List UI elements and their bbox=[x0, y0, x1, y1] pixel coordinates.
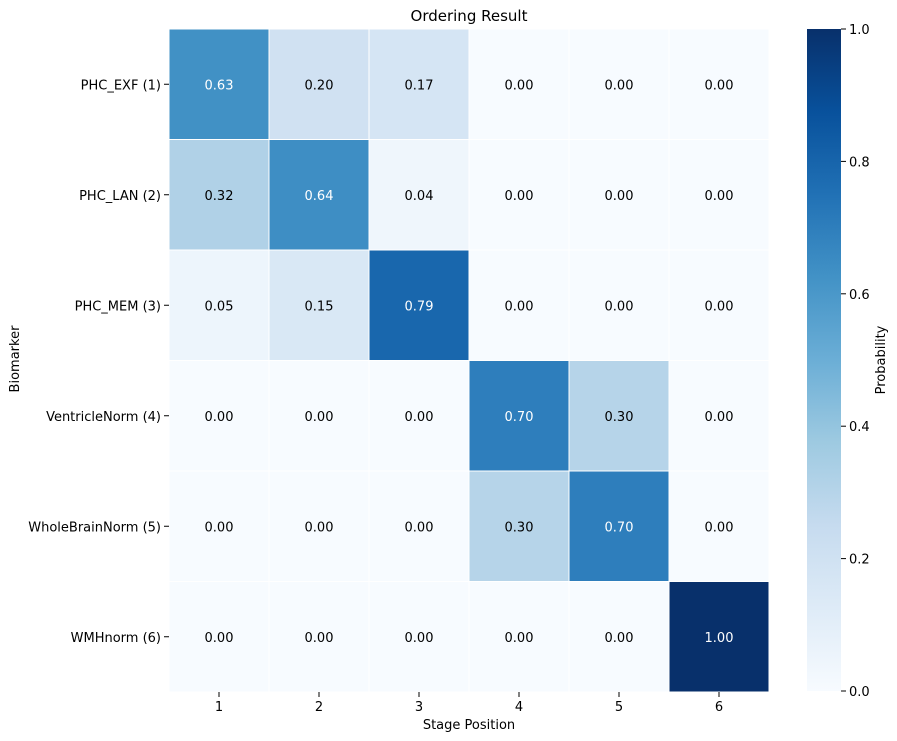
y-axis-ticks: PHC_EXF (1) PHC_LAN (2) PHC_MEM (3) Ventric… bbox=[28, 78, 169, 646]
heatmap-cell-r1-c6 bbox=[668, 28, 770, 140]
cell-value-label-r3-c5: 0.00 bbox=[605, 299, 634, 314]
cell-value-label-r4-c5: 0.30 bbox=[605, 410, 634, 425]
colorbar-tick-label-2: 0.2 bbox=[849, 553, 870, 568]
cell-value-label-r4-c6: 0.00 bbox=[705, 410, 734, 425]
heatmap-cell-r3-c2 bbox=[268, 249, 370, 361]
colorbar-ticks: 0.0 0.2 0.4 0.6 0.8 1.0 bbox=[841, 23, 870, 700]
cell-value-label-r1-c5: 0.00 bbox=[605, 78, 634, 93]
heatmap-cell-r1-c1 bbox=[168, 28, 270, 140]
heatmap-cell-r4-c6 bbox=[668, 360, 770, 472]
cell-value-label-r5-c4: 0.30 bbox=[505, 520, 534, 535]
heatmap-cell-r3-c1 bbox=[168, 249, 270, 361]
cell-value-label-r1-c3: 0.17 bbox=[405, 78, 434, 93]
y-tick-label-1: PHC_EXF (1) bbox=[81, 78, 161, 93]
heatmap-cell-r5-c5 bbox=[568, 470, 670, 582]
y-tick-label-5: WholeBrainNorm (5) bbox=[28, 520, 161, 535]
heatmap-cell-r5-c6 bbox=[668, 470, 770, 582]
y-tick-label-2: PHC_LAN (2) bbox=[79, 189, 161, 204]
cell-value-label-r3-c4: 0.00 bbox=[505, 299, 534, 314]
heatmap-cell-r5-c1 bbox=[168, 470, 270, 582]
cell-value-label-r5-c5: 0.70 bbox=[605, 520, 634, 535]
cell-value-label-r4-c1: 0.00 bbox=[205, 410, 234, 425]
heatmap-cell-r5-c4 bbox=[468, 470, 570, 582]
heatmap-cell-r3-c3 bbox=[368, 249, 470, 361]
colorbar-label: Probability bbox=[874, 325, 889, 394]
heatmap-cell-r3-c6 bbox=[668, 249, 770, 361]
heatmap-cell-r2-c2 bbox=[268, 139, 370, 251]
heatmap-cell-r1-c4 bbox=[468, 28, 570, 140]
heatmap-cell-r4-c2 bbox=[268, 360, 370, 472]
cell-value-label-r2-c4: 0.00 bbox=[505, 189, 534, 204]
heatmap-cell-r5-c3 bbox=[368, 470, 470, 582]
cell-value-label-r4-c3: 0.00 bbox=[405, 410, 434, 425]
cell-value-label-r3-c1: 0.05 bbox=[205, 299, 234, 314]
heatmap-cell-r1-c2 bbox=[268, 28, 370, 140]
heatmap-cell-r2-c4 bbox=[468, 139, 570, 251]
heatmap-cell-r3-c4 bbox=[468, 249, 570, 361]
chart-title: Ordering Result bbox=[411, 7, 528, 25]
cell-value-label-r3-c2: 0.15 bbox=[305, 299, 334, 314]
heatmap-cell-r4-c5 bbox=[568, 360, 670, 472]
y-tick-label-6: WMHnorm (6) bbox=[71, 631, 161, 646]
cell-value-label-r6-c1: 0.00 bbox=[205, 631, 234, 646]
cell-value-label-r1-c1: 0.63 bbox=[205, 78, 234, 93]
cell-value-label-r4-c2: 0.00 bbox=[305, 410, 334, 425]
heatmap-cell-r4-c1 bbox=[168, 360, 270, 472]
cell-value-label-r1-c2: 0.20 bbox=[305, 78, 334, 93]
x-tick-label-5: 5 bbox=[615, 700, 623, 715]
cell-value-label-r4-c4: 0.70 bbox=[505, 410, 534, 425]
x-tick-label-3: 3 bbox=[415, 700, 423, 715]
cell-value-label-r6-c6: 1.00 bbox=[705, 631, 734, 646]
cell-value-label-r3-c3: 0.79 bbox=[405, 299, 434, 314]
y-axis-label: Biomarker bbox=[8, 325, 23, 393]
cell-value-label-r2-c6: 0.00 bbox=[705, 189, 734, 204]
cell-value-label-r1-c6: 0.00 bbox=[705, 78, 734, 93]
cell-value-label-r6-c5: 0.00 bbox=[605, 631, 634, 646]
colorbar-tick-label-3: 0.4 bbox=[849, 420, 870, 435]
colorbar bbox=[807, 29, 841, 691]
cell-value-label-r2-c3: 0.04 bbox=[405, 189, 434, 204]
x-axis-ticks: 1 2 3 4 5 6 bbox=[215, 692, 723, 715]
heatmap-cell-r4-c3 bbox=[368, 360, 470, 472]
heatmap-cell-r1-c5 bbox=[568, 28, 670, 140]
cell-value-label-r5-c1: 0.00 bbox=[205, 520, 234, 535]
x-tick-label-6: 6 bbox=[715, 700, 723, 715]
cell-value-labels: 0.63 0.20 0.17 0.00 0.00 0.00 0.32 0.64 0.04 0.00… bbox=[205, 78, 734, 646]
heatmap-cell-r6-c5 bbox=[568, 581, 670, 693]
y-tick-label-3: PHC_MEM (3) bbox=[75, 299, 161, 314]
heatmap-cell-r3-c5 bbox=[568, 249, 670, 361]
cell-value-label-r5-c6: 0.00 bbox=[705, 520, 734, 535]
cell-value-label-r6-c4: 0.00 bbox=[505, 631, 534, 646]
heatmap-cell-r2-c6 bbox=[668, 139, 770, 251]
cell-value-label-r2-c2: 0.64 bbox=[305, 189, 334, 204]
cell-value-label-r2-c1: 0.32 bbox=[205, 189, 234, 204]
x-tick-label-4: 4 bbox=[515, 700, 523, 715]
heatmap-cell-r6-c6 bbox=[668, 581, 770, 693]
colorbar-tick-label-6: 1.0 bbox=[849, 23, 870, 38]
heatmap-cell-r6-c1 bbox=[168, 581, 270, 693]
cell-value-label-r6-c3: 0.00 bbox=[405, 631, 434, 646]
colorbar-tick-label-5: 0.8 bbox=[849, 155, 870, 170]
x-tick-label-1: 1 bbox=[215, 700, 223, 715]
cell-value-label-r2-c5: 0.00 bbox=[605, 189, 634, 204]
cell-value-label-r3-c6: 0.00 bbox=[705, 299, 734, 314]
cell-value-label-r5-c3: 0.00 bbox=[405, 520, 434, 535]
x-tick-label-2: 2 bbox=[315, 700, 323, 715]
heatmap-cell-r4-c4 bbox=[468, 360, 570, 472]
colorbar-tick-label-4: 0.6 bbox=[849, 288, 870, 303]
heatmap-cells bbox=[168, 28, 770, 693]
heatmap-cell-r1-c3 bbox=[368, 28, 470, 140]
cell-value-label-r1-c4: 0.00 bbox=[505, 78, 534, 93]
cell-value-label-r6-c2: 0.00 bbox=[305, 631, 334, 646]
y-tick-label-4: VentricleNorm (4) bbox=[46, 410, 161, 425]
x-axis-label: Stage Position bbox=[423, 718, 515, 733]
colorbar-tick-label-1: 0.0 bbox=[849, 685, 870, 700]
cell-value-label-r5-c2: 0.00 bbox=[305, 520, 334, 535]
